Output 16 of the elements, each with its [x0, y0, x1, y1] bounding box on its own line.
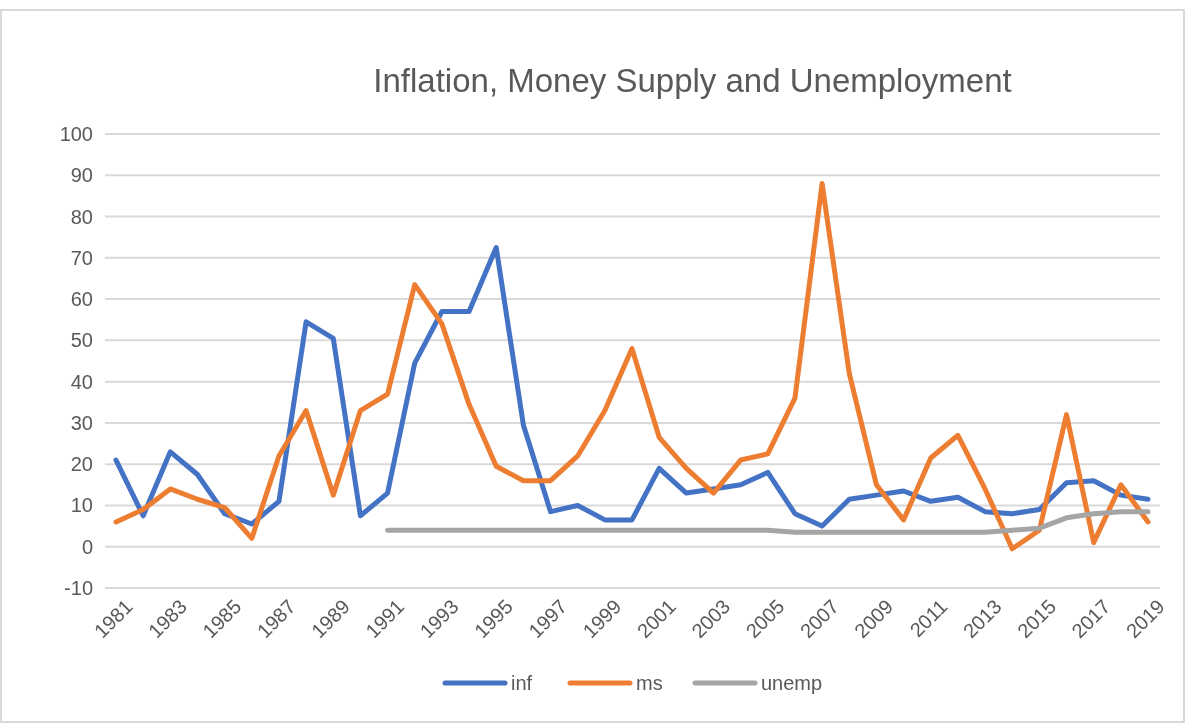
chart-title: Inflation, Money Supply and Unemployment: [373, 62, 1012, 99]
y-tick-label: 50: [70, 329, 93, 352]
y-tick-label: 30: [70, 411, 93, 434]
y-tick-label: 100: [59, 123, 93, 145]
y-tick-label: 90: [70, 164, 93, 187]
y-tick-label: 0: [81, 535, 93, 558]
y-tick-label: -10: [64, 577, 93, 599]
legend-label: inf: [511, 672, 533, 694]
legend-label: ms: [636, 672, 663, 694]
y-tick-label: 60: [70, 288, 93, 311]
y-tick-label: 40: [70, 370, 93, 393]
y-tick-label: 70: [70, 246, 93, 269]
legend-label: unemp: [761, 672, 823, 694]
y-tick-label: 10: [70, 494, 93, 517]
y-tick-label: 20: [70, 453, 93, 476]
y-tick-label: 80: [70, 205, 93, 228]
